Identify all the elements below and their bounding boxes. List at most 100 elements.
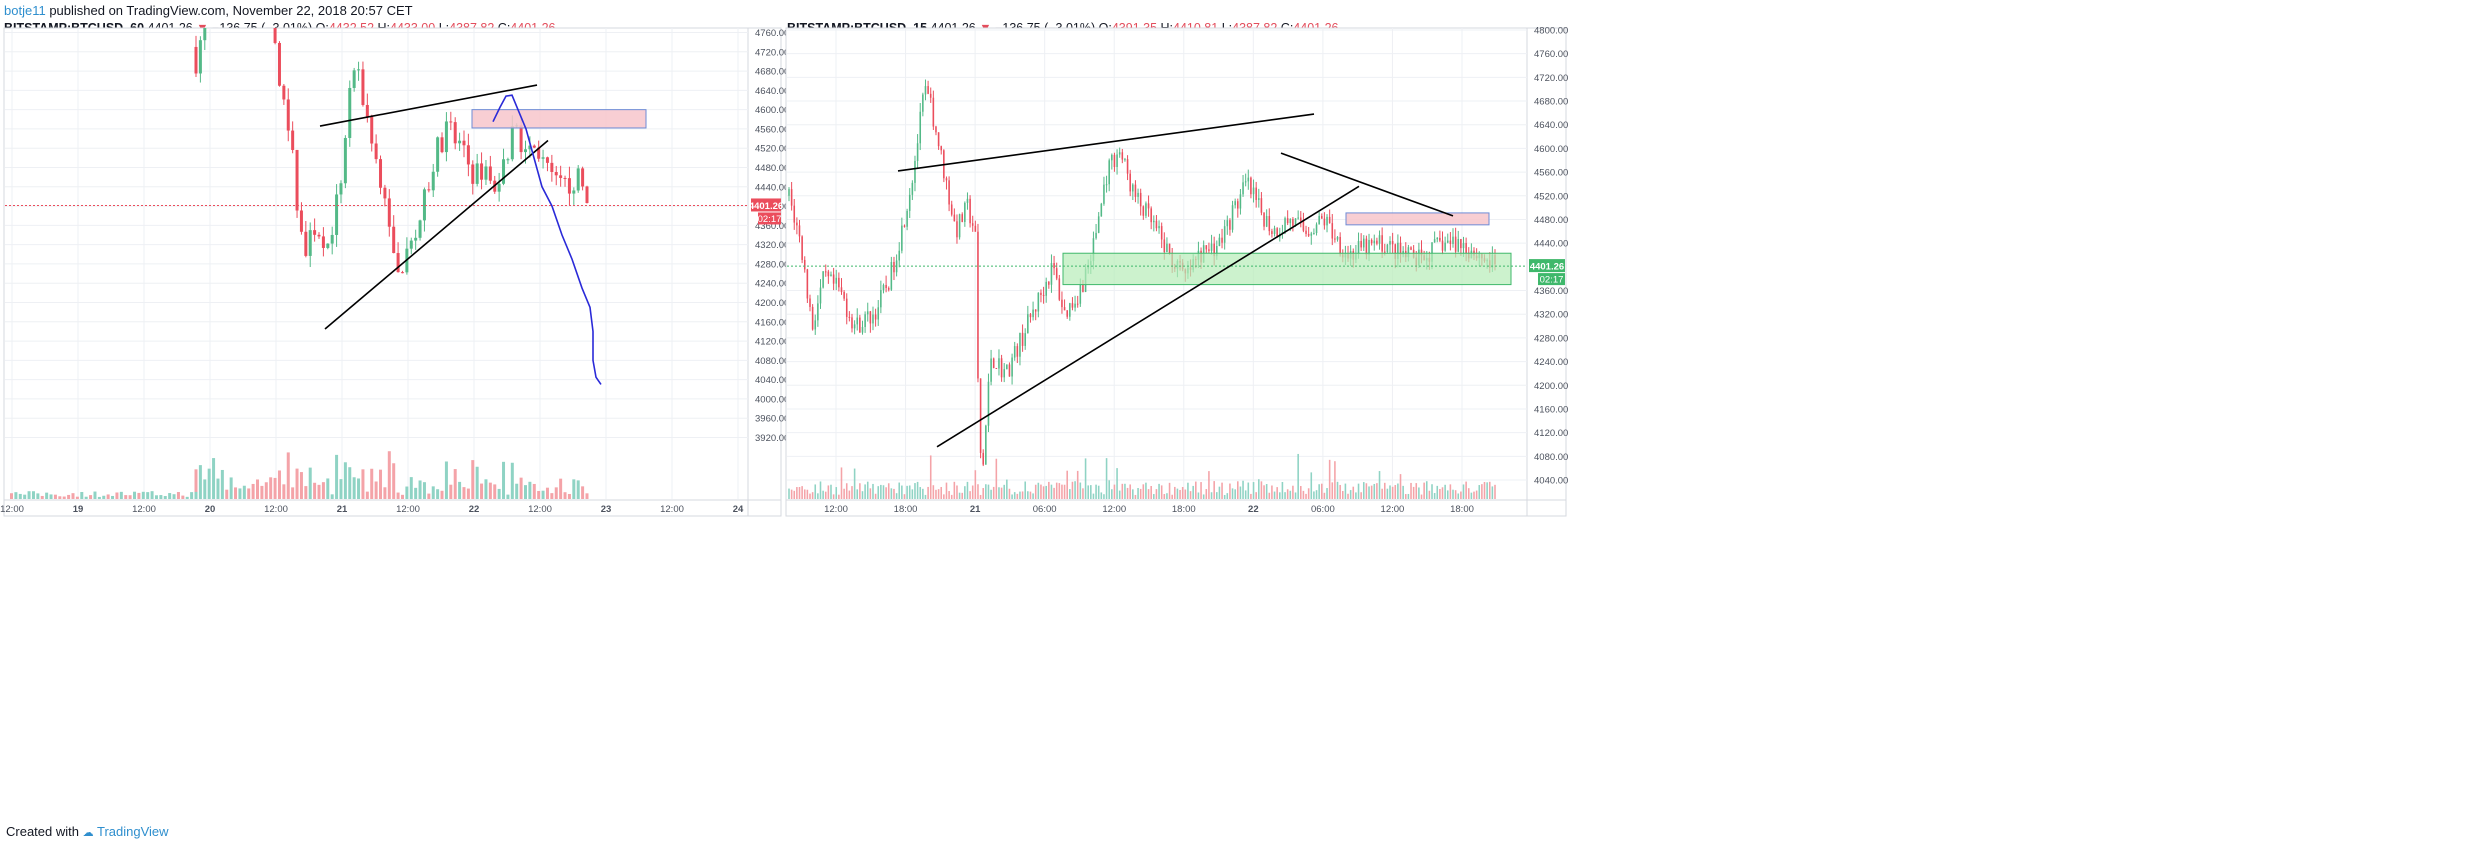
- candle-body: [1024, 333, 1026, 346]
- volume-bar: [1279, 492, 1281, 499]
- candle-body: [958, 214, 961, 238]
- candle-body: [811, 306, 814, 330]
- volume-bar: [851, 486, 853, 499]
- candle-body: [1250, 177, 1252, 195]
- volume-bar: [1441, 487, 1444, 499]
- volume-bar: [1200, 482, 1202, 499]
- volume-bar: [585, 493, 589, 499]
- volume-bar: [484, 479, 488, 499]
- volume-bar: [1090, 485, 1092, 499]
- candle-body: [1008, 364, 1011, 377]
- candle-body: [1040, 292, 1042, 295]
- candle-body: [1444, 242, 1446, 251]
- volume-bar: [1142, 484, 1145, 499]
- volume-bar: [453, 469, 457, 499]
- volume-bar: [1048, 481, 1050, 499]
- volume-bar: [282, 484, 286, 499]
- candle-body: [822, 271, 824, 288]
- candle-body: [488, 166, 492, 181]
- y-tick-label: 4360.00: [755, 221, 789, 232]
- volume-bar: [1242, 480, 1244, 499]
- candle-body: [1449, 240, 1452, 244]
- candle-body: [1126, 159, 1129, 174]
- volume-bar: [845, 483, 848, 499]
- volume-bar: [1006, 479, 1008, 499]
- volume-bar: [1184, 489, 1187, 499]
- candle-body: [1105, 184, 1108, 186]
- volume-bar: [1365, 483, 1368, 499]
- volume-bar: [1260, 481, 1263, 499]
- candle-body: [453, 122, 457, 144]
- volume-bar: [1097, 485, 1100, 499]
- volume-bar: [172, 494, 176, 499]
- volume-bar: [1019, 491, 1021, 499]
- candle-body: [843, 291, 845, 299]
- candle-body: [269, 0, 272, 20]
- volume-bar: [286, 452, 290, 499]
- tradingview-link[interactable]: TradingView: [97, 824, 169, 839]
- volume-bar: [154, 495, 158, 499]
- volume-bar: [1221, 482, 1223, 499]
- volume-bar: [1124, 483, 1126, 499]
- y-tick-label: 4560.00: [755, 124, 789, 135]
- volume-bar: [1166, 493, 1168, 499]
- volume-bar: [1486, 482, 1488, 499]
- volume-bar: [1347, 493, 1349, 499]
- volume-bar: [352, 477, 356, 499]
- volume-bar: [475, 466, 479, 499]
- volume-bar: [1069, 489, 1071, 499]
- candle-body: [462, 140, 466, 146]
- volume-bar: [1397, 483, 1399, 499]
- y-tick-label: 4800.00: [1534, 26, 1568, 37]
- x-tick-label: 18:00: [1172, 504, 1196, 515]
- volume-bar: [480, 483, 484, 499]
- candle-body: [1273, 228, 1276, 234]
- candle-body: [1074, 303, 1076, 308]
- volume-bar: [321, 482, 325, 499]
- x-tick-label: 12:00: [264, 504, 288, 515]
- candle-body: [872, 314, 874, 324]
- candle-body: [859, 317, 861, 333]
- candle-body: [1365, 238, 1368, 255]
- candle-body: [374, 143, 378, 160]
- x-tick-label: 22: [1248, 504, 1259, 515]
- candle-body: [1210, 243, 1213, 251]
- volume-bar: [806, 489, 809, 499]
- volume-bar: [567, 493, 571, 499]
- candle-body: [348, 87, 352, 138]
- candle-body: [817, 303, 819, 321]
- candle-body: [409, 240, 413, 249]
- volume-bar: [466, 488, 470, 499]
- volume-bar: [1449, 484, 1452, 499]
- candle-body: [1142, 206, 1145, 216]
- candle-body: [567, 178, 571, 194]
- candle-body: [793, 205, 796, 223]
- candle-body: [1000, 358, 1003, 378]
- volume-bar: [84, 496, 88, 499]
- candle-body: [1019, 332, 1021, 357]
- volume-bar: [1134, 494, 1137, 499]
- candle-body: [194, 46, 198, 74]
- volume-bar: [523, 485, 527, 499]
- candle-body: [1420, 249, 1423, 256]
- volume-bar: [872, 483, 874, 499]
- volume-bar: [387, 451, 391, 499]
- volume-bar: [559, 478, 563, 499]
- author-link[interactable]: botje11: [4, 3, 46, 18]
- candle-body: [1032, 309, 1034, 318]
- y-tick-label: 4240.00: [755, 279, 789, 290]
- y-tick-label: 4640.00: [1534, 120, 1568, 131]
- volume-bar: [814, 484, 817, 499]
- volume-bar: [1053, 487, 1055, 499]
- volume-bar: [832, 494, 835, 499]
- candle-body: [1305, 230, 1307, 234]
- volume-bar: [71, 493, 75, 499]
- volume-bar: [422, 482, 426, 499]
- candle-body: [1208, 249, 1210, 251]
- candle-body: [1315, 224, 1318, 233]
- volume-bar: [198, 465, 202, 499]
- volume-bar: [502, 461, 506, 499]
- candle-body: [922, 94, 924, 112]
- volume-bar: [159, 495, 163, 499]
